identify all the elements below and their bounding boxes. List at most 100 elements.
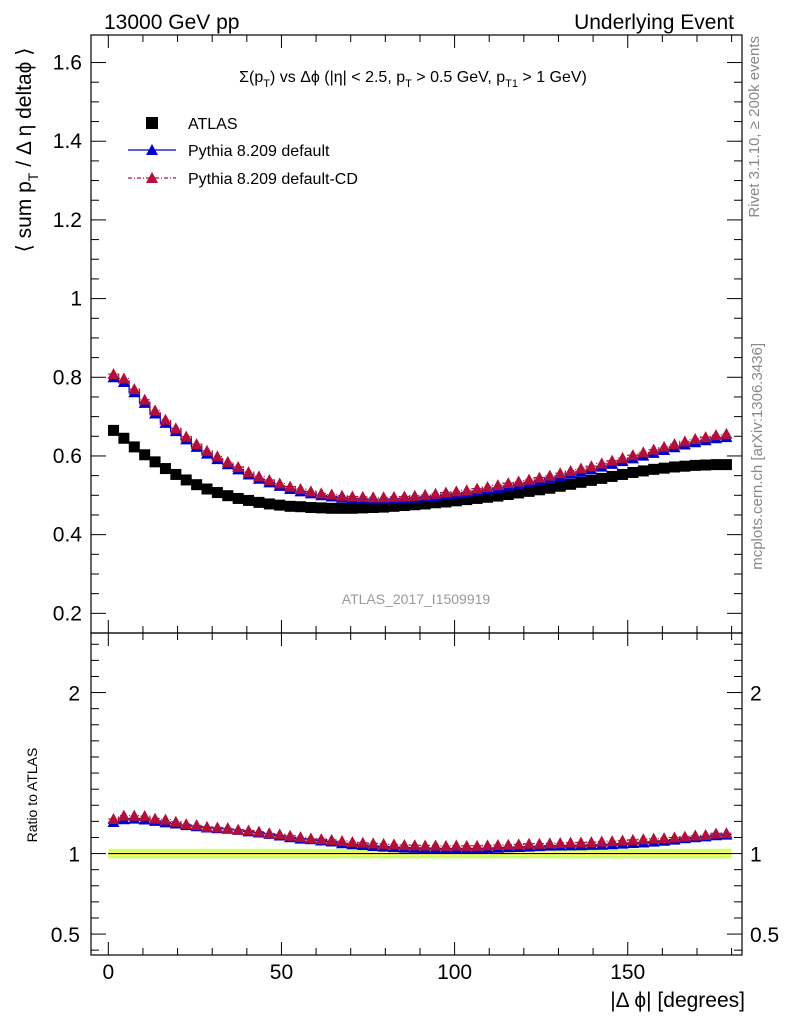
atlas-point	[367, 501, 379, 513]
ratio-default-cd-point	[699, 829, 712, 841]
ratio-default-cd-point	[668, 831, 681, 843]
default-cd-point	[678, 435, 691, 447]
ratio-default-cd-point	[190, 819, 203, 831]
default-cd-point	[616, 451, 629, 463]
ratio-y-tick-label-left: 2	[68, 683, 80, 706]
default-cd-point	[471, 482, 484, 494]
atlas-point	[336, 502, 348, 514]
legend: ATLAS Pythia 8.209 default Pythia 8.209 …	[128, 116, 358, 188]
ratio-default-cd-point	[107, 812, 120, 824]
default-cd-point	[377, 491, 390, 503]
x-tick-label: 100	[437, 961, 472, 984]
rivet-label: Rivet 3.1.10, ≥ 200k events	[746, 36, 763, 218]
atlas-point	[211, 487, 223, 499]
ratio-default-cd-point	[284, 829, 297, 841]
default-cd-point	[626, 449, 639, 461]
ratio-default-cd-point	[315, 833, 328, 845]
ratio-default-cd-point	[346, 835, 359, 847]
ratio-default-cd-point	[398, 839, 411, 851]
ratio-default-cd-point	[543, 837, 556, 849]
ratio-default-cd-point	[408, 839, 421, 851]
atlas-point	[565, 478, 577, 490]
ratio-default-cd-point	[242, 824, 255, 836]
atlas-point	[481, 491, 493, 503]
atlas-point	[409, 499, 421, 511]
atlas-point	[326, 502, 338, 514]
ratio-default-cd-point	[117, 809, 130, 821]
atlas-point	[118, 432, 130, 444]
ratio-default-cd-point	[710, 827, 723, 839]
default-cd-point	[367, 491, 380, 503]
atlas-point	[274, 499, 286, 511]
atlas-point	[305, 501, 317, 513]
y-tick-label: 0.8	[53, 366, 82, 389]
default-cd-point	[408, 489, 421, 501]
atlas-point	[128, 441, 140, 453]
ratio-default-cd-point	[377, 837, 390, 849]
atlas-point	[170, 468, 182, 480]
ratio-default-cd-point	[595, 835, 608, 847]
ratio-default-cd-point	[387, 838, 400, 850]
main-panel: Σ(pT) vs Δϕ (|η| < 2.5, pT > 0.5 GeV, pT…	[13, 34, 743, 634]
ratio-default-cd-point	[221, 822, 234, 834]
atlas-point	[253, 496, 265, 508]
ratio-default-cd-point	[564, 836, 577, 848]
default-cd-point	[637, 446, 650, 458]
atlas-point	[502, 489, 514, 501]
ratio-default-cd-point	[637, 833, 650, 845]
ratio-default-cd-point	[626, 833, 639, 845]
atlas-point	[430, 497, 442, 509]
atlas-point	[648, 463, 660, 475]
ratio-y-tick-label-right: 2	[750, 683, 762, 706]
ratio-default-cd-point	[689, 829, 702, 841]
atlas-point	[689, 459, 701, 471]
atlas-point	[679, 460, 691, 472]
ratio-default-cd-point	[647, 832, 660, 844]
ratio-default-cd-point	[606, 835, 619, 847]
ratio-default-cd-point	[232, 823, 245, 835]
atlas-point	[346, 502, 358, 514]
default-cd-point	[294, 483, 307, 495]
default-cd-point	[710, 429, 723, 441]
default-cd-point	[419, 488, 432, 500]
atlas-point	[658, 462, 670, 474]
y-tick-label: 0.4	[53, 524, 83, 547]
ratio-default-cd-point	[304, 832, 317, 844]
atlas-point	[243, 494, 255, 506]
ratio-default-cd-point	[325, 833, 338, 845]
atlas-point	[461, 494, 473, 506]
default-cd-point	[512, 475, 525, 487]
atlas-point	[191, 479, 203, 491]
ratio-frame	[90, 632, 743, 956]
default-cd-point	[387, 490, 400, 502]
atlas-point	[284, 500, 296, 512]
ratio-y-tick-label-left: 1	[68, 844, 80, 867]
default-cd-point	[356, 490, 369, 502]
default-cd-point	[481, 481, 494, 493]
atlas-point	[668, 461, 680, 473]
default-cd-point	[564, 464, 577, 476]
default-cd-point	[554, 467, 567, 479]
ratio-default-cd-point	[180, 818, 193, 830]
ratio-default-cd-point	[419, 839, 432, 851]
default-cd-point	[439, 486, 452, 498]
default-cd-point	[242, 466, 255, 478]
default-cd-point	[304, 485, 317, 497]
default-cd-point	[595, 457, 608, 469]
ratio-default-cd-point	[356, 836, 369, 848]
atlas-point	[492, 490, 504, 502]
atlas-point	[513, 487, 525, 499]
legend-label-default: Pythia 8.209 default	[188, 143, 330, 160]
atlas-point	[471, 492, 483, 504]
atlas-point	[533, 484, 545, 496]
ratio-default-cd-point	[481, 839, 494, 851]
atlas-point	[232, 492, 244, 504]
ratio-default-cd-point	[471, 839, 484, 851]
ratio-default-cd-point	[201, 820, 214, 832]
ratio-ylabel: Ratio to ATLAS	[24, 748, 40, 843]
y-tick-label: 1	[70, 288, 82, 311]
ratio-default-cd-point	[450, 839, 463, 851]
atlas-point	[637, 465, 649, 477]
atlas-point	[108, 424, 120, 436]
